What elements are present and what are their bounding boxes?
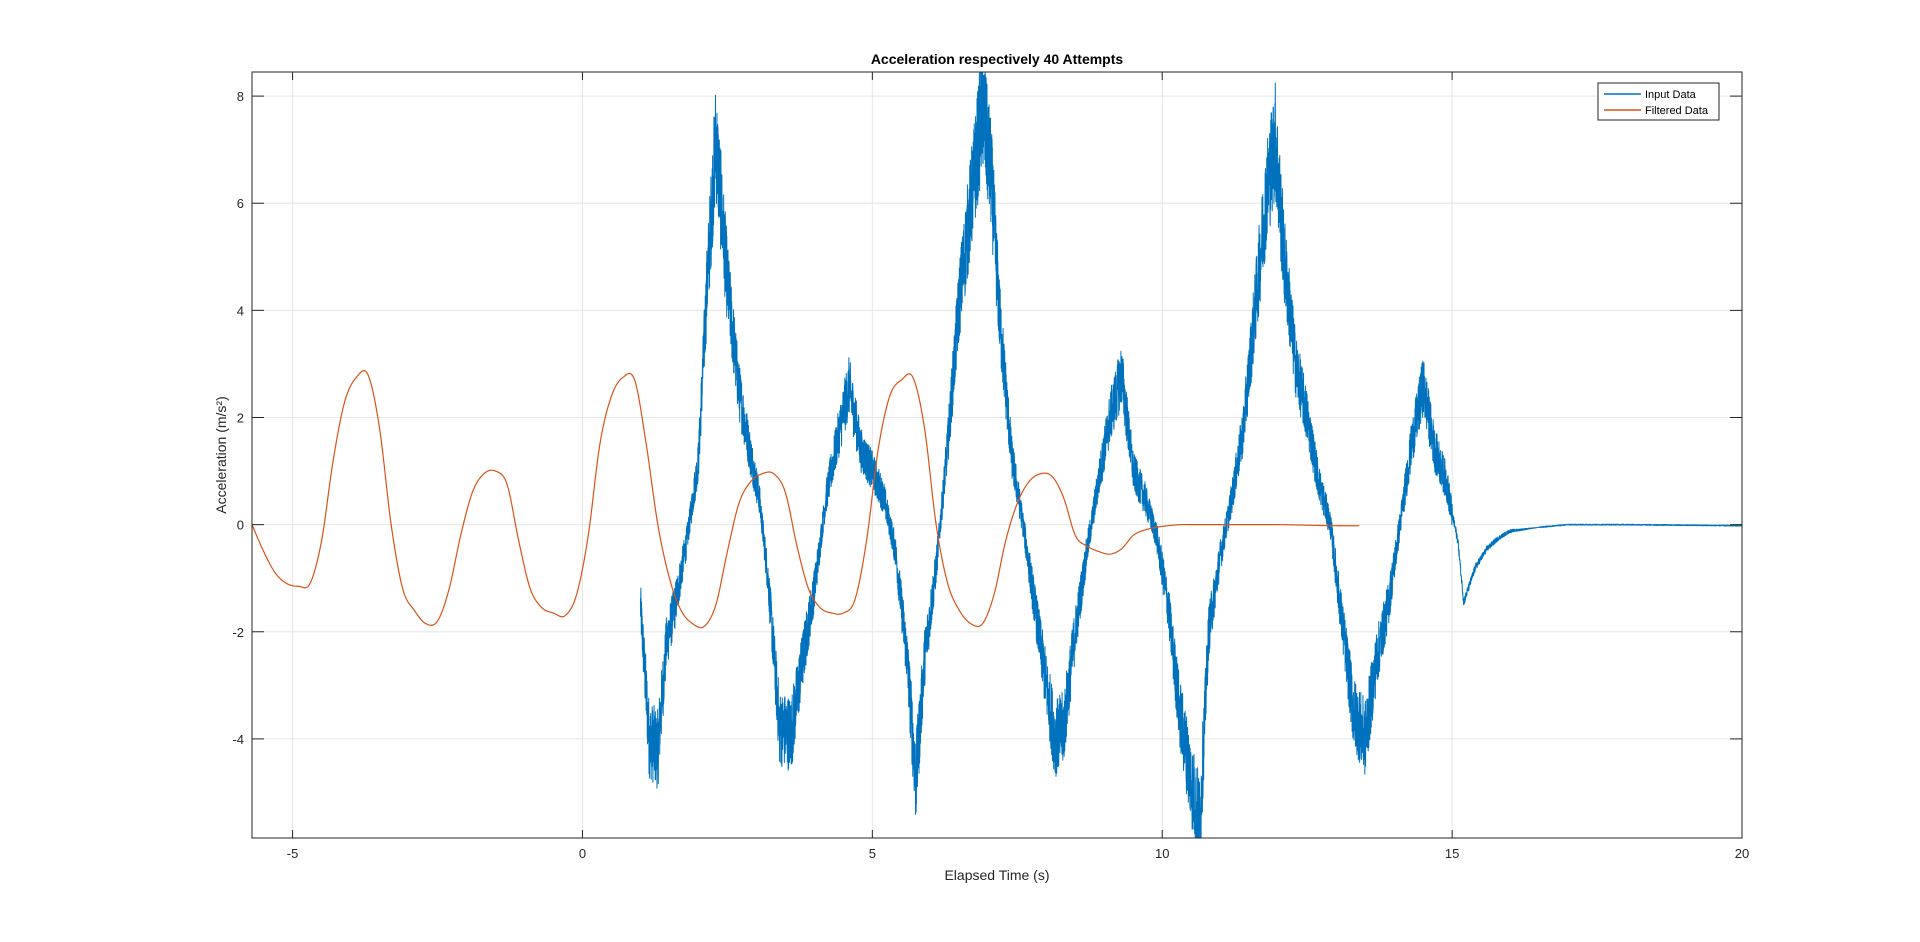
plot-box — [251, 71, 1743, 839]
x-tick-label: 20 — [1735, 846, 1749, 861]
legend-label-filtered-data: Filtered Data — [1645, 105, 1709, 117]
series-layer — [252, 72, 1742, 838]
y-tick-label: 4 — [237, 303, 244, 318]
y-tick-label: 6 — [237, 196, 244, 211]
x-tick-label: 15 — [1445, 846, 1459, 861]
y-axis-label: Acceleration (m/s²) — [213, 396, 229, 513]
x-tick-label: 10 — [1155, 846, 1169, 861]
series-line-filtered-data — [252, 370, 1360, 629]
legend-label-input-data: Input Data — [1645, 89, 1697, 101]
legend: Input Data Filtered Data — [1597, 82, 1720, 121]
y-tick-label: 8 — [237, 89, 244, 104]
plot-area — [252, 72, 1742, 838]
x-tick-label: 0 — [579, 846, 586, 861]
x-axis-label: Elapsed Time (s) — [944, 867, 1049, 883]
y-tick-label: -2 — [232, 625, 244, 640]
chart-title: Acceleration respectively 40 Attempts — [871, 51, 1124, 67]
y-tick-label: 0 — [237, 518, 244, 533]
y-tick-label: 2 — [237, 411, 244, 426]
x-tick-label: -5 — [287, 846, 299, 861]
series-line-input-data — [639, 72, 1742, 838]
x-tick-label: 5 — [869, 846, 876, 861]
y-tick-label: -4 — [232, 732, 244, 747]
axis-ticks: -5 0 5 10 15 20 -4 -2 0 2 4 6 8 — [232, 72, 1749, 861]
legend-box — [1597, 82, 1720, 121]
